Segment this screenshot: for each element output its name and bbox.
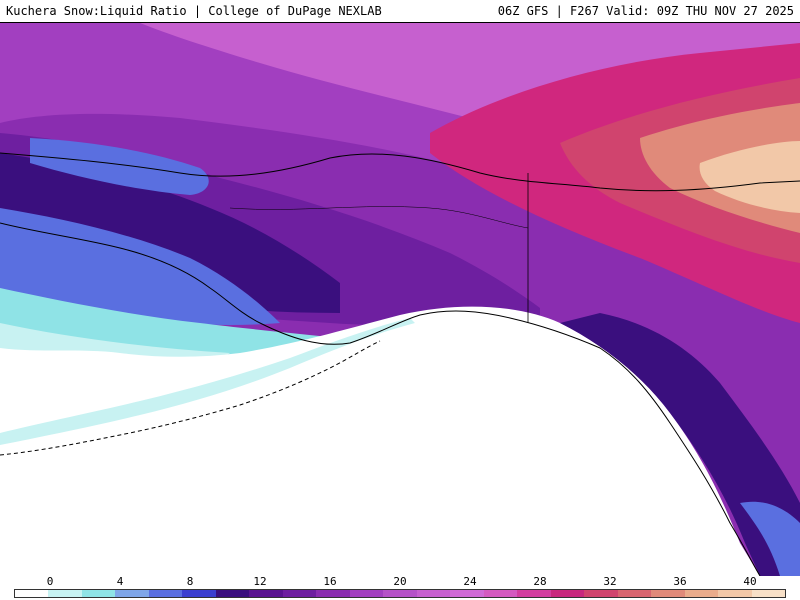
legend-swatch <box>416 590 451 597</box>
legend-tick-label: 12 <box>253 575 267 588</box>
legend-color-bar <box>14 589 786 598</box>
legend-tick-label: 24 <box>463 575 477 588</box>
peach-core <box>699 141 800 213</box>
legend-swatch <box>617 590 652 597</box>
model-run-title: 06Z GFS | F267 Valid: 09Z THU NOV 27 202… <box>497 4 794 18</box>
legend-swatch <box>48 590 82 597</box>
legend-tick-label: 40 <box>743 575 757 588</box>
product-title: Kuchera Snow:Liquid Ratio | College of D… <box>6 4 382 18</box>
aleutian-chain <box>0 340 381 456</box>
panhandle-edge <box>560 313 800 576</box>
legend-tick-labels: 0 4 8 12 16 20 24 28 32 36 40 <box>14 575 786 588</box>
legend-swatch <box>182 590 216 597</box>
legend-swatch <box>751 590 786 597</box>
legend-swatch <box>450 590 484 597</box>
panhandle-blue <box>740 501 800 576</box>
legend-swatch <box>215 590 250 597</box>
legend-swatch <box>383 590 417 597</box>
aleutian-fringe <box>0 318 415 445</box>
north-blue-streak <box>30 138 209 195</box>
legend-tick-label: 28 <box>533 575 547 588</box>
snow-ratio-map <box>0 23 800 576</box>
legend-swatch <box>349 590 384 597</box>
legend-tick-label: 32 <box>603 575 617 588</box>
legend-tick-label: 36 <box>673 575 687 588</box>
legend-swatch <box>316 590 350 597</box>
legend-tick-label: 8 <box>186 575 194 588</box>
legend-tick-label: 20 <box>393 575 407 588</box>
legend-swatch <box>282 590 317 597</box>
legend-tick-label: 4 <box>116 575 124 588</box>
legend-swatch <box>718 590 752 597</box>
north-coastline <box>0 152 800 192</box>
legend-swatch <box>81 590 116 597</box>
legend-swatch <box>15 590 49 597</box>
header-bar: Kuchera Snow:Liquid Ratio | College of D… <box>0 0 800 22</box>
legend-swatch <box>550 590 585 597</box>
legend-swatch <box>651 590 685 597</box>
legend-swatch <box>249 590 283 597</box>
legend-swatch <box>115 590 149 597</box>
legend-swatch <box>148 590 183 597</box>
legend-swatch <box>584 590 618 597</box>
legend-swatch <box>684 590 719 597</box>
color-legend: 0 4 8 12 16 20 24 28 32 36 40 <box>14 575 786 600</box>
legend-tick-label: 0 <box>46 575 54 588</box>
legend-swatch <box>517 590 551 597</box>
alaska-coastline <box>0 222 761 576</box>
map-panel <box>0 22 800 576</box>
interior-boundary <box>229 206 529 229</box>
legend-swatch <box>483 590 518 597</box>
legend-tick-label: 16 <box>323 575 337 588</box>
gulf-no-data <box>0 306 760 576</box>
